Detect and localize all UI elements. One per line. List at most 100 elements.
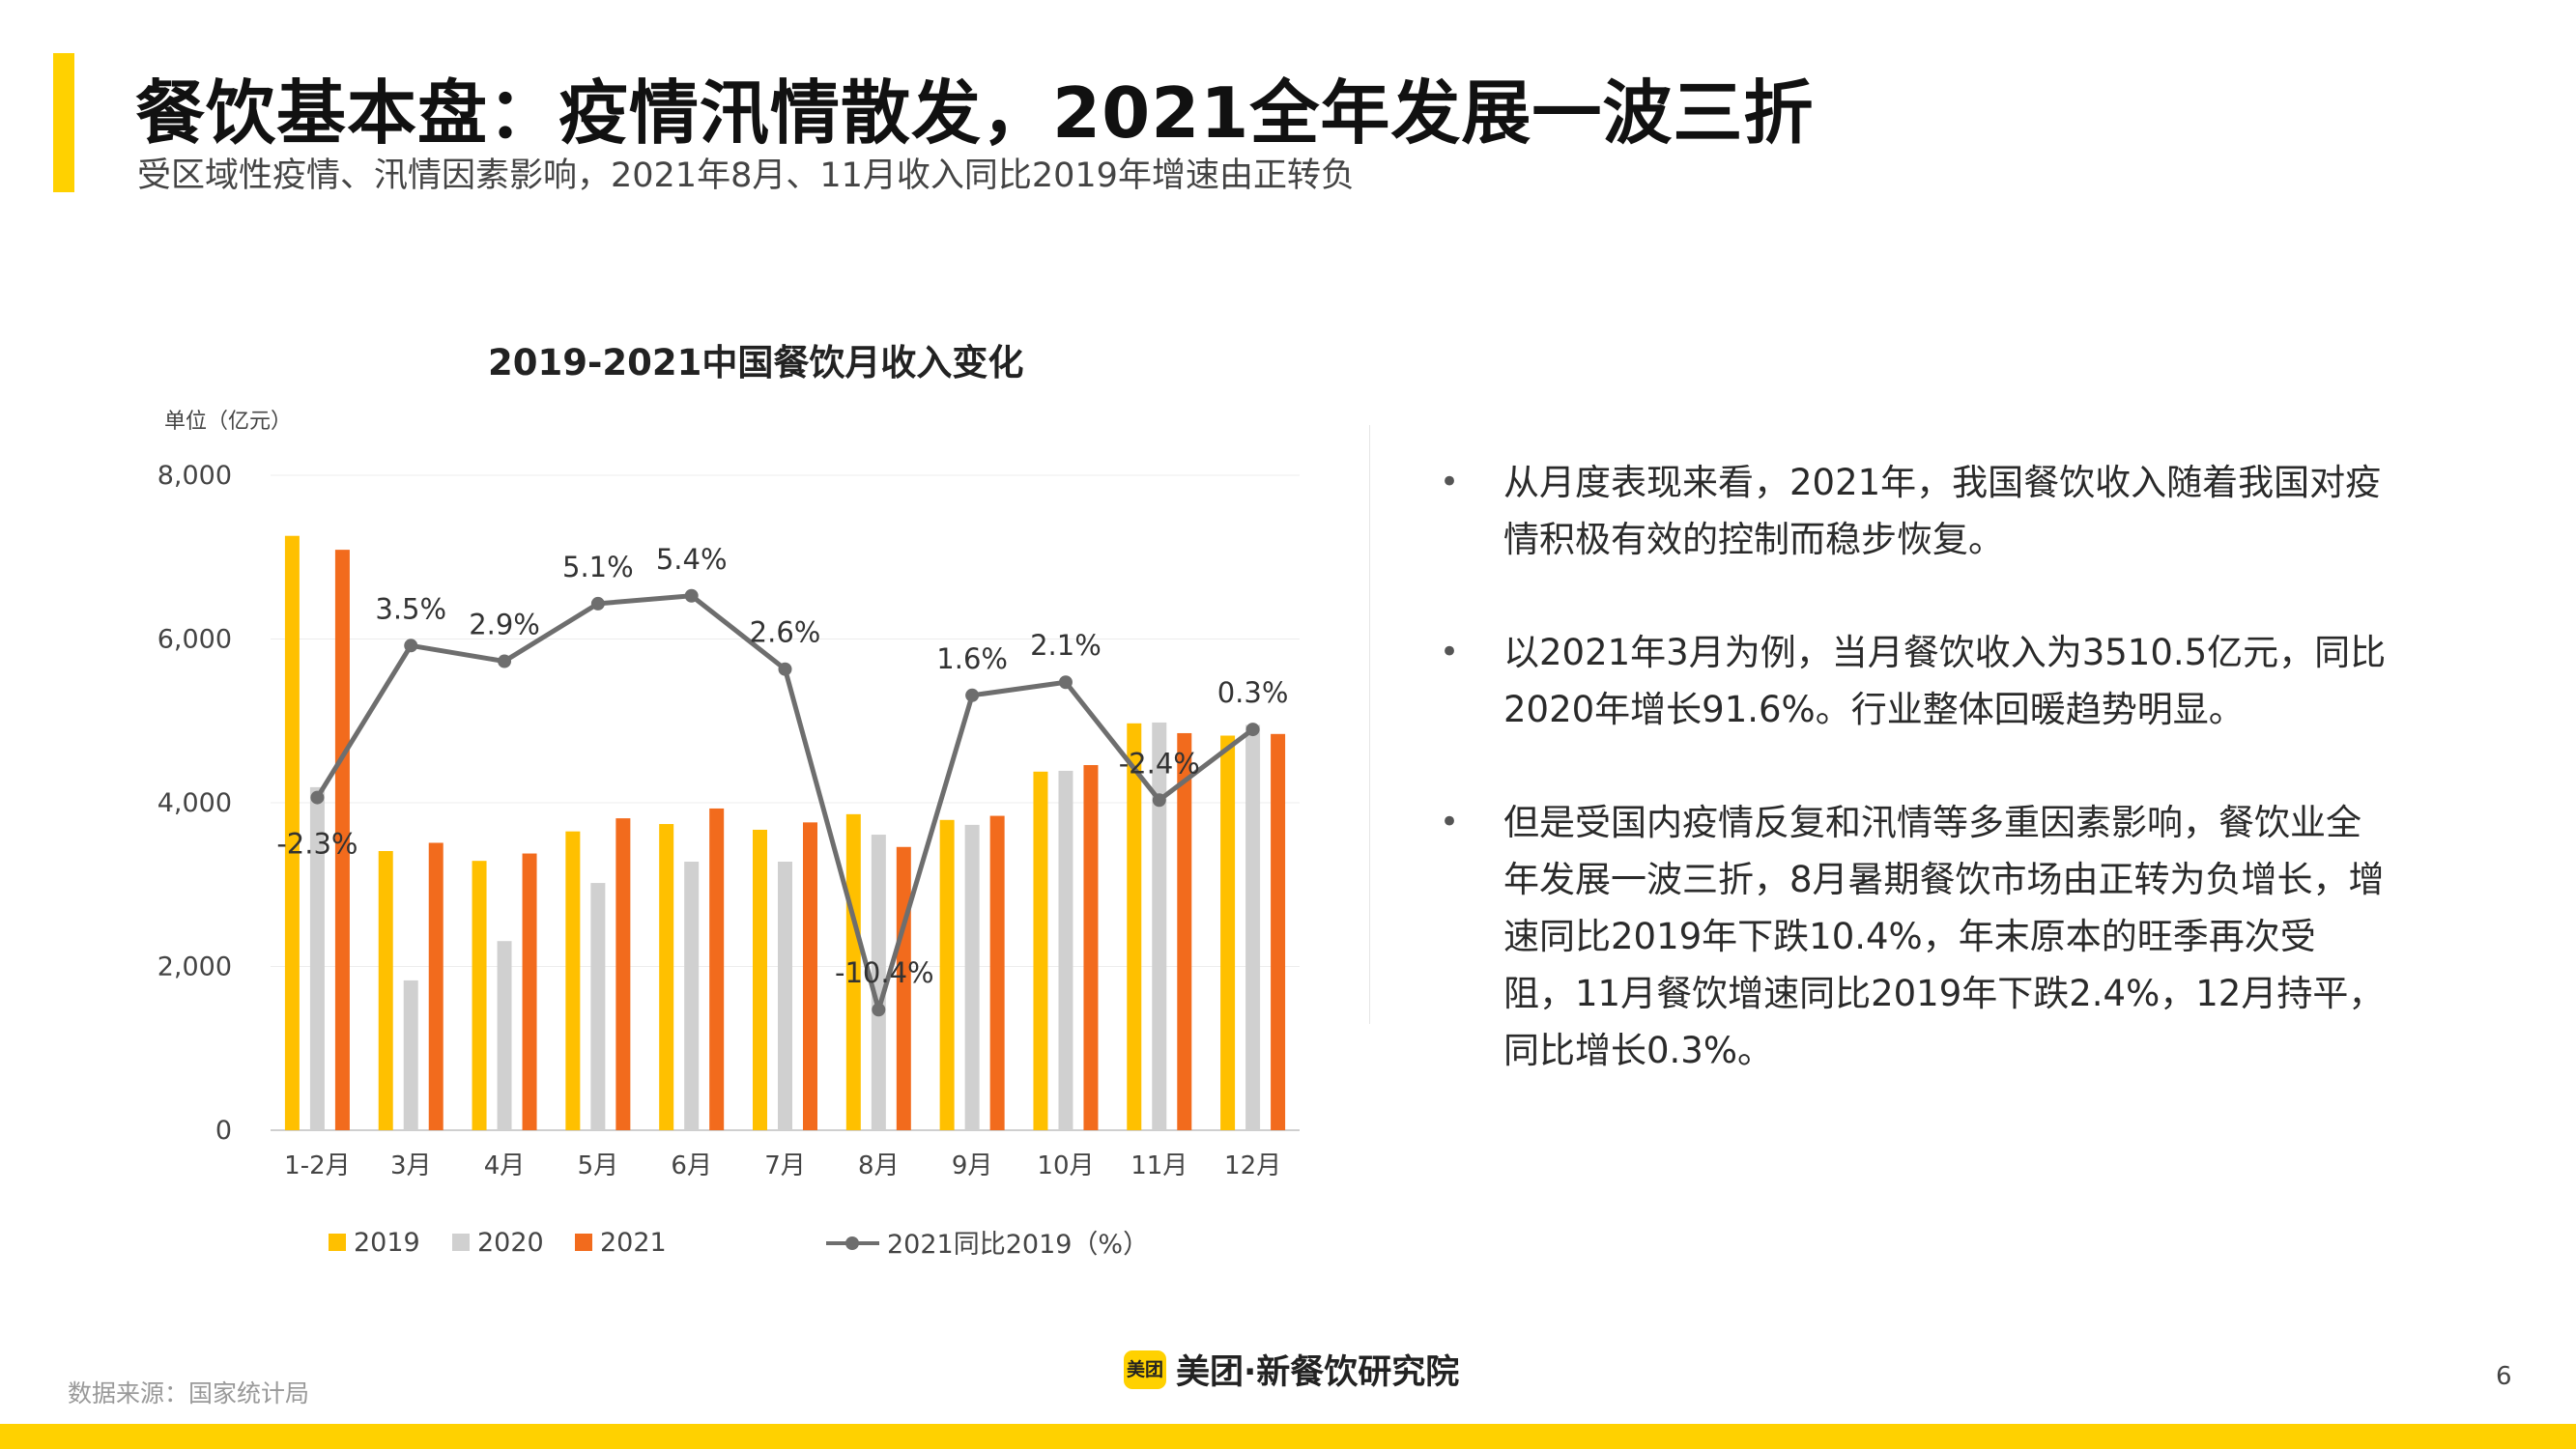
yoy-data-label: 2.1% <box>1030 629 1102 662</box>
vertical-divider <box>1369 425 1370 1024</box>
bullet-item: • 以2021年3月为例，当月餐饮收入为3510.5亿元，同比2020年增长91… <box>1440 624 2387 738</box>
legend-swatch-2019 <box>329 1234 346 1251</box>
bar-2019 <box>753 829 767 1130</box>
bar-2019 <box>939 819 955 1130</box>
bar-2020 <box>684 862 700 1130</box>
yoy-point <box>404 639 418 653</box>
bar-2021 <box>615 818 631 1130</box>
x-tick-label: 5月 <box>578 1151 619 1180</box>
bullet-dot-icon: • <box>1440 463 1460 501</box>
bullet-text: 以2021年3月为例，当月餐饮收入为3510.5亿元，同比2020年增长91.6… <box>1503 632 2387 730</box>
yoy-point <box>778 662 792 676</box>
y-tick-label: 8,000 <box>157 461 232 491</box>
page-title: 餐饮基本盘：疫情汛情散发，2021全年发展一波三折 <box>135 72 1815 154</box>
page-number: 6 <box>2496 1362 2512 1391</box>
logo-text: 美团·新餐饮研究院 <box>1176 1353 1460 1392</box>
unit-label: 单位（亿元） <box>164 410 292 434</box>
yoy-data-label: 1.6% <box>936 642 1008 675</box>
bar-2019 <box>845 813 861 1130</box>
title-accent-bar <box>53 53 74 192</box>
bar-2020 <box>1152 722 1167 1130</box>
bullet-dot-icon: • <box>1440 803 1460 841</box>
bullet-text: 但是受国内疫情反复和汛情等多重因素影响，餐饮业全年发展一波三折，8月暑期餐饮市场… <box>1503 802 2385 1071</box>
yoy-point <box>684 588 699 603</box>
legend-swatch-2021 <box>575 1234 592 1251</box>
bar-2020 <box>497 941 512 1130</box>
legend-label-2020: 2020 <box>477 1228 544 1258</box>
yoy-data-label: 2.9% <box>469 609 540 641</box>
yoy-data-label: 2.6% <box>750 616 821 649</box>
bullet-item: • 但是受国内疫情反复和汛情等多重因素影响，餐饮业全年发展一波三折，8月暑期餐饮… <box>1440 794 2387 1079</box>
x-tick-label: 4月 <box>484 1151 526 1180</box>
bar-2019 <box>565 831 581 1130</box>
bar-2021 <box>989 815 1005 1130</box>
yoy-data-label: -2.4% <box>1119 747 1200 780</box>
bar-2020 <box>778 862 792 1130</box>
bar-2020 <box>309 786 325 1130</box>
bar-2020 <box>964 824 980 1130</box>
y-tick-label: 6,000 <box>157 625 232 655</box>
yoy-point <box>498 654 512 668</box>
bar-2020 <box>590 883 606 1130</box>
bar-2019 <box>1127 723 1142 1130</box>
revenue-chart: 单位（亿元） 0 2,000 4,000 6,000 8,000 1-2月 3月 4月 5月 6… <box>157 410 1300 1260</box>
x-tick-label: 1-2月 <box>284 1151 350 1180</box>
bar-2019 <box>659 824 674 1130</box>
x-tick-label: 3月 <box>390 1151 432 1180</box>
brand-logo: 美团 美团·新餐饮研究院 <box>1124 1345 1459 1394</box>
bar-2021 <box>803 822 817 1130</box>
y-tick-label: 0 <box>215 1116 232 1146</box>
bullet-item: • 从月度表现来看，2021年，我国餐饮收入随着我国对疫情积极有效的控制而稳步恢… <box>1440 454 2387 568</box>
bar-2019 <box>1033 771 1048 1130</box>
yoy-point <box>590 596 605 611</box>
bar-2021 <box>1083 765 1099 1130</box>
bar-2021 <box>1271 733 1286 1130</box>
meituan-logo-icon: 美团 <box>1124 1350 1166 1389</box>
x-tick-label: 8月 <box>858 1151 900 1180</box>
bar-2019 <box>472 861 487 1130</box>
legend-label-yoy: 2021同比2019（%） <box>887 1230 1149 1260</box>
bottom-accent-bar <box>0 1424 2576 1449</box>
bullet-dot-icon: • <box>1440 633 1460 671</box>
x-tick-label: 12月 <box>1224 1151 1281 1180</box>
x-tick-label: 11月 <box>1131 1151 1188 1180</box>
yoy-data-label: -2.3% <box>276 828 358 861</box>
legend-swatch-2020 <box>452 1234 470 1251</box>
bar-2020 <box>403 980 418 1130</box>
bar-2019 <box>378 851 393 1130</box>
x-tick-label: 6月 <box>671 1151 712 1180</box>
bar-2021 <box>522 853 537 1130</box>
bar-2019 <box>1220 735 1236 1130</box>
bar-2020 <box>871 835 886 1130</box>
x-tick-label: 10月 <box>1037 1151 1094 1180</box>
yoy-point <box>872 1003 886 1017</box>
bar-2019 <box>284 535 300 1130</box>
data-source: 数据来源：国家统计局 <box>68 1379 310 1407</box>
x-tick-label: 7月 <box>764 1151 806 1180</box>
yoy-point <box>1152 793 1166 808</box>
bar-2021 <box>428 842 444 1130</box>
bar-2020 <box>1245 724 1261 1130</box>
legend-label-2021: 2021 <box>600 1228 667 1258</box>
yoy-point <box>1245 723 1260 737</box>
y-tick-label: 2,000 <box>157 952 232 982</box>
yoy-data-label: 5.4% <box>656 543 728 576</box>
bar-2021 <box>709 808 725 1130</box>
yoy-point <box>1058 675 1073 690</box>
page-subtitle: 受区域性疫情、汛情因素影响，2021年8月、11月收入同比2019年增速由正转负 <box>137 156 1355 195</box>
legend-label-2019: 2019 <box>354 1228 420 1258</box>
yoy-data-label: 0.3% <box>1217 676 1289 709</box>
bar-2021 <box>1177 732 1192 1130</box>
bar-2020 <box>1058 770 1073 1130</box>
yoy-point <box>965 688 980 702</box>
y-tick-label: 4,000 <box>157 788 232 818</box>
bullet-text: 从月度表现来看，2021年，我国餐饮收入随着我国对疫情积极有效的控制而稳步恢复。 <box>1503 462 2382 560</box>
chart-title: 2019-2021中国餐饮月收入变化 <box>488 342 1024 384</box>
yoy-data-label: 3.5% <box>375 592 446 625</box>
bar-2021 <box>334 550 350 1130</box>
yoy-data-label: 5.1% <box>562 551 634 583</box>
yoy-data-label: -10.4% <box>835 956 934 989</box>
x-tick-label: 9月 <box>952 1151 993 1180</box>
legend-line-dot <box>845 1236 859 1250</box>
bullet-list: • 从月度表现来看，2021年，我国餐饮收入随着我国对疫情积极有效的控制而稳步恢… <box>1440 454 2387 1135</box>
